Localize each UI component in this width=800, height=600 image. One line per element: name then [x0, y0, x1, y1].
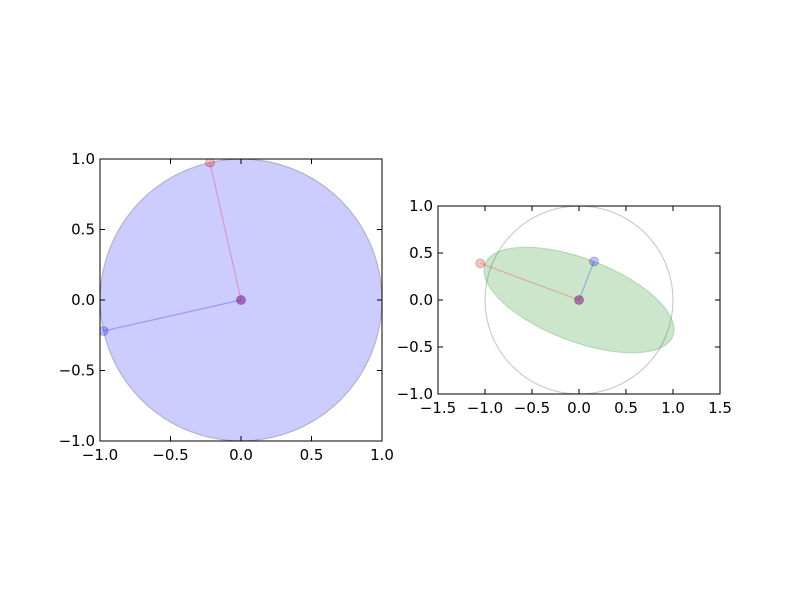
x-tick-label: 0.0 — [567, 399, 591, 417]
reference-circle — [484, 206, 674, 394]
x-tick-label: 1.0 — [661, 399, 685, 417]
axes-frame — [99, 158, 383, 442]
x-tick-label: 0.0 — [229, 446, 253, 464]
x-tick-label: −1.0 — [467, 399, 503, 417]
vector-tip-blue — [100, 326, 109, 336]
axes-2: −1.5 −1.0 −0.5 0.0 0.5 1.0 1.5−1.0−0.50.00.51.… — [397, 197, 732, 417]
y-tick-label: 0.5 — [71, 221, 95, 239]
vector-tip-red — [205, 159, 215, 168]
y-tick-label: −0.5 — [397, 338, 433, 356]
x-tick-label: 1.0 — [370, 446, 394, 464]
x-tick-label: 0.5 — [614, 399, 638, 417]
origin-marker — [574, 295, 584, 305]
vector-blue — [103, 299, 242, 332]
x-tick-label: 1.5 — [708, 399, 732, 417]
y-tick-label: −1.0 — [397, 385, 433, 403]
plot-area — [475, 206, 675, 394]
axes-1: −1.0 −0.5 0.0 0.5 1.0 −1.0 −0.5 0.0 0.5 1.0 — [59, 150, 394, 464]
vector-tip-red — [475, 258, 486, 269]
vector-red — [480, 262, 580, 301]
x-tick-label: −1.0 — [82, 446, 118, 464]
y-tick-label: −0.5 — [59, 362, 95, 380]
y-tick-label: 0.0 — [409, 291, 433, 309]
x-tick-label: −0.5 — [152, 446, 188, 464]
y-tick-label: −1.0 — [59, 432, 95, 450]
vector-red — [209, 162, 242, 301]
vector-tip-blue — [589, 256, 599, 267]
y-tick-label: 1.0 — [71, 150, 95, 168]
plot-area — [100, 159, 382, 441]
x-tick-label: 0.5 — [300, 446, 324, 464]
y-tick-label: 0.5 — [409, 244, 433, 262]
axes-frame — [437, 205, 721, 395]
x-tick-label: −0.5 — [514, 399, 550, 417]
origin-marker — [236, 295, 246, 305]
y-tick-label: 0.0 — [71, 291, 95, 309]
vector-blue — [578, 261, 595, 301]
y-tick-label: 1.0 — [409, 197, 433, 215]
x-tick-label: −1.5 — [420, 399, 456, 417]
